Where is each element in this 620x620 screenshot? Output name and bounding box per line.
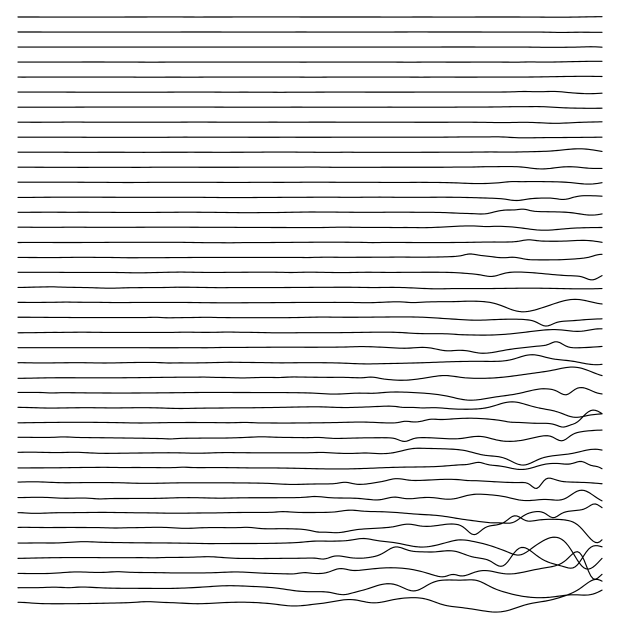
wave-line (18, 61, 602, 62)
wave-line (18, 410, 602, 427)
wave-line (18, 299, 602, 311)
wave-line (18, 47, 602, 48)
wave-line (18, 226, 602, 230)
wave-line (18, 388, 602, 401)
wave-line (18, 317, 602, 326)
wave-line (18, 329, 602, 335)
wave-line (18, 137, 602, 138)
wave-line (18, 76, 602, 77)
wave-line (18, 272, 602, 280)
wave-line (18, 182, 602, 185)
wave-line (18, 287, 602, 289)
wave-line (18, 580, 602, 598)
wave-line (18, 167, 602, 169)
wave-line (18, 504, 602, 523)
wave-line (18, 490, 602, 501)
wave-line (18, 209, 602, 215)
wave-line (18, 122, 602, 124)
wave-line (18, 579, 602, 612)
wave-line (18, 516, 602, 543)
wave-line (18, 91, 602, 93)
wave-line (18, 149, 602, 153)
wave-line (18, 478, 602, 488)
wave-line (18, 254, 602, 260)
wave-line (18, 430, 602, 441)
wave-line (18, 448, 602, 465)
wave-line (18, 355, 602, 365)
wave-line (18, 402, 602, 417)
wave-line (18, 342, 602, 353)
wave-line (18, 546, 602, 569)
wave-line (18, 107, 602, 109)
wave-line (18, 367, 602, 380)
wave-line (18, 552, 602, 580)
wave-line (18, 240, 602, 243)
wave-line (18, 196, 602, 201)
